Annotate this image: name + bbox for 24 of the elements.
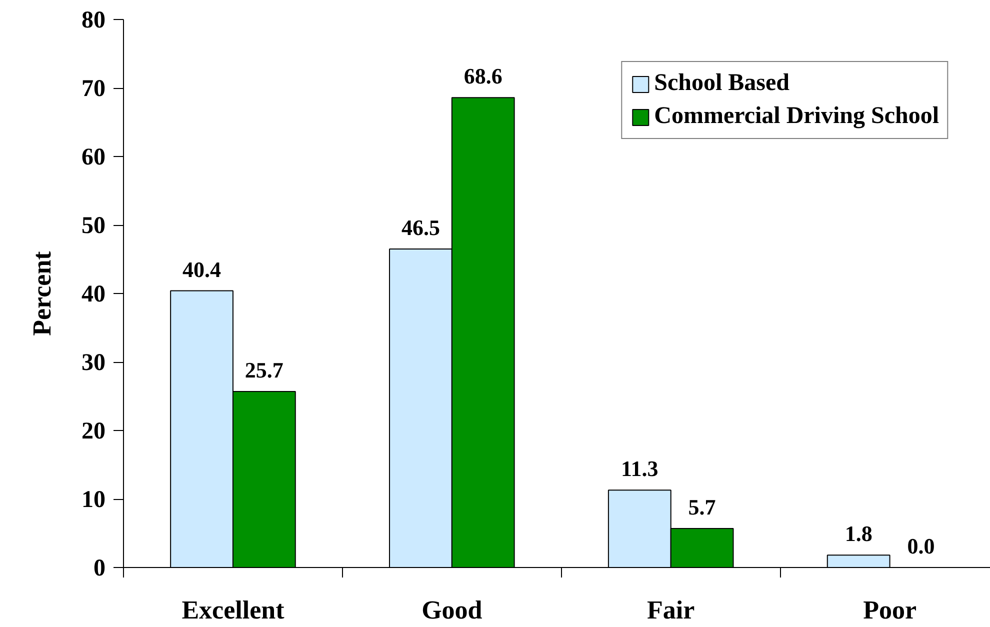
data-label: 25.7 bbox=[244, 357, 284, 382]
data-label: 46.5 bbox=[401, 214, 440, 240]
data-label: 68.6 bbox=[464, 64, 502, 89]
data-label: 5.7 bbox=[688, 494, 716, 520]
y-tick-label: 30 bbox=[82, 350, 106, 376]
y-tick-label: 20 bbox=[82, 418, 106, 444]
x-tick-label: Excellent bbox=[182, 596, 285, 624]
data-label: 0.0 bbox=[907, 534, 935, 558]
data-label: 1.8 bbox=[844, 521, 872, 546]
data-label: 40.4 bbox=[182, 256, 222, 282]
x-tick-label: Poor bbox=[863, 596, 916, 624]
y-tick-label: 0 bbox=[94, 556, 106, 582]
data-label: 11.3 bbox=[621, 456, 658, 482]
x-tick-label: Fair bbox=[647, 596, 695, 624]
legend-label: School Based bbox=[654, 70, 790, 97]
y-tick-label: 70 bbox=[82, 76, 106, 102]
y-tick-label: 60 bbox=[82, 144, 106, 170]
y-tick-label: 10 bbox=[82, 487, 106, 513]
x-tick-label: Good bbox=[422, 596, 483, 624]
y-tick-label: 50 bbox=[82, 213, 106, 239]
y-tick-label: 80 bbox=[82, 8, 106, 34]
legend-label: Commercial Driving School bbox=[654, 103, 939, 130]
y-axis-title: Percent bbox=[28, 250, 56, 336]
y-tick-label: 40 bbox=[82, 282, 106, 308]
